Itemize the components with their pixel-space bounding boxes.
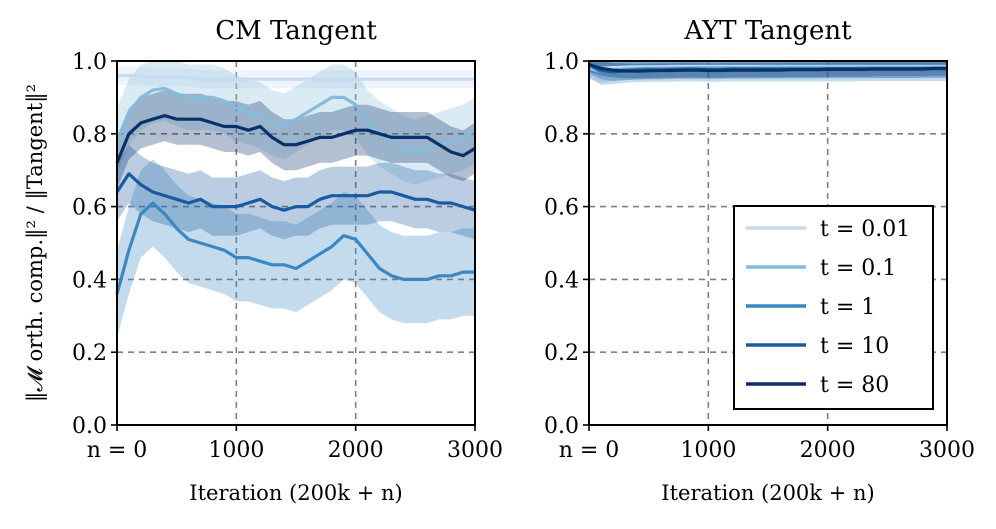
- series-line-t_80: [115, 114, 476, 164]
- x-tick-label-1: 1000: [680, 438, 736, 463]
- y-tick-label-1: 0.2: [72, 341, 107, 366]
- legend-label-t_0_01: t = 0.01: [820, 217, 910, 242]
- y-tick-label-2: 0.4: [544, 268, 579, 293]
- x-tick-label-3: 3000: [447, 438, 503, 463]
- x-tick-label-2: 2000: [328, 438, 384, 463]
- series-line-t_1: [115, 201, 475, 295]
- y-tick-label-4: 0.8: [72, 123, 107, 148]
- x-tick-label-1: 1000: [208, 438, 264, 463]
- lines-cm: [115, 74, 476, 295]
- y-axis-label: ‖𝓜 orth. comp.‖² / ‖Tangent‖²: [23, 84, 48, 402]
- panel-title-cm: CM Tangent: [215, 16, 377, 46]
- ticks-ayt: n = 0 1000 2000 3000 0.0 0.2 0.4 0.6 0.8 1.0: [544, 50, 975, 463]
- lines-ayt: [588, 63, 947, 74]
- ayt-tangent-panel: AYT Tangent n = 0 1000 2000 3000 0.0 0.2 0.4 0.…: [544, 16, 975, 505]
- x-tick-label-0: n = 0: [87, 438, 148, 463]
- y-tick-label-0: 0.0: [72, 414, 107, 439]
- cm-tangent-panel: CM Tangent n = 0 1000 2000 3000 0.0 0.2 0.4 0.6…: [72, 16, 503, 505]
- y-tick-label-3: 0.6: [544, 196, 579, 221]
- x-axis-label-ayt: Iteration (200k + n): [661, 481, 874, 505]
- axes-frame-cm: [116, 60, 476, 426]
- x-tick-label-0: n = 0: [559, 438, 620, 463]
- panel-title-ayt: AYT Tangent: [683, 16, 852, 46]
- y-tick-label-4: 0.8: [544, 123, 579, 148]
- band-t_0_1: [117, 61, 475, 185]
- axes-frame-ayt: [588, 60, 948, 426]
- legend-label-t_0_1: t = 0.1: [820, 256, 896, 281]
- ticks-cm: n = 0 1000 2000 3000 0.0 0.2 0.4 0.6 0.8 1.0: [72, 50, 503, 463]
- series-line-t_0_01: [117, 74, 475, 81]
- y-tick-label-1: 0.2: [544, 341, 579, 366]
- y-tick-label-5: 1.0: [72, 50, 107, 75]
- series-line-t_0_1: [115, 86, 476, 154]
- legend: t = 0.01 t = 0.1 t = 1 t = 10 t = 80: [733, 205, 934, 410]
- legend-label-t_10: t = 10: [820, 334, 889, 359]
- band-t_80: [117, 90, 475, 189]
- legend-label-t_80: t = 80: [820, 373, 889, 398]
- legend-label-t_1: t = 1: [820, 295, 875, 320]
- series-line-t_10: [115, 172, 476, 212]
- y-tick-label-5: 1.0: [544, 50, 579, 75]
- band-t_0_01: [117, 66, 475, 89]
- band-t_10: [117, 144, 475, 240]
- x-tick-label-3: 3000: [919, 438, 975, 463]
- series-line-t_80: [588, 63, 947, 73]
- x-tick-label-2: 2000: [800, 438, 856, 463]
- x-axis-label-cm: Iteration (200k + n): [189, 481, 402, 505]
- y-tick-label-2: 0.4: [72, 268, 107, 293]
- y-tick-label-0: 0.0: [544, 414, 579, 439]
- y-tick-label-3: 0.6: [72, 196, 107, 221]
